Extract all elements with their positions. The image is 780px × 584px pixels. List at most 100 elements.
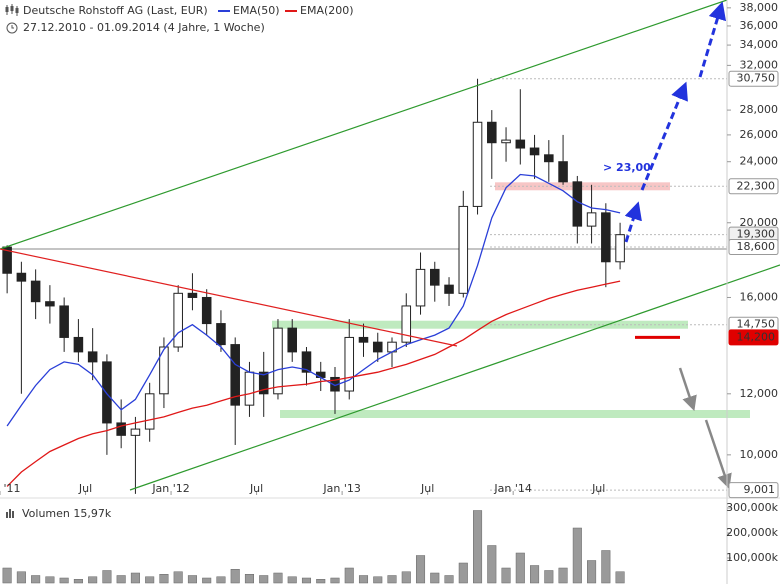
- candle-body: [372, 341, 383, 353]
- candle-body: [315, 371, 326, 378]
- volume-bar: [316, 579, 326, 584]
- volume-bar: [430, 572, 440, 584]
- volume-bar: [116, 575, 126, 584]
- y-tick-label: 10,000: [740, 448, 779, 461]
- y-tick-label: 20,000: [740, 216, 779, 229]
- volume-bar: [601, 550, 611, 584]
- chart-icon: [5, 4, 19, 16]
- volume-bar: [173, 571, 183, 584]
- candle-body: [415, 268, 426, 307]
- lower-channel-line: [129, 264, 780, 491]
- clock-icon: [6, 22, 18, 34]
- volume-title: Volumen 15,97k: [22, 507, 112, 520]
- candle-body: [586, 212, 597, 227]
- volume-icon: [6, 509, 14, 518]
- volume-bar: [572, 527, 582, 584]
- x-tick-label: Jul: [78, 482, 92, 495]
- x-tick-label: Jul: [249, 482, 263, 495]
- volume-bar: [344, 567, 354, 584]
- candle-body: [102, 361, 112, 424]
- candle-body: [487, 121, 497, 144]
- candle-body: [615, 234, 625, 263]
- y-tick-label: 24,000: [740, 155, 779, 168]
- annotation: > 23,00: [603, 161, 651, 174]
- candle-body: [444, 284, 454, 294]
- volume-bar: [387, 575, 397, 584]
- candle-body: [187, 292, 198, 298]
- y-tick-label: 12,000: [740, 387, 779, 400]
- candle-body: [344, 336, 355, 392]
- candle-body: [558, 161, 568, 183]
- price-tag: [728, 239, 779, 256]
- y-tick-label: 32,000: [740, 58, 779, 71]
- ema-line: [6, 280, 621, 487]
- candle-body: [144, 393, 155, 430]
- support-band: [280, 410, 750, 418]
- candle-body: [216, 323, 226, 346]
- volume-bar: [587, 560, 597, 584]
- volume-bar: [244, 574, 254, 584]
- candle-body: [244, 371, 255, 406]
- candle-body: [16, 272, 27, 282]
- ema-line: [6, 173, 621, 427]
- volume-bar: [358, 575, 369, 584]
- candle-body: [544, 154, 554, 163]
- volume-bar: [287, 576, 297, 584]
- candle-body: [258, 371, 269, 395]
- y-tick-label: 16,000: [740, 290, 779, 303]
- volume-bar: [187, 575, 197, 584]
- price-tag: [728, 329, 779, 346]
- volume-bar: [444, 575, 454, 584]
- x-tick-label: Jan '14: [493, 482, 531, 495]
- volume-bar: [102, 570, 112, 584]
- candle-body: [515, 139, 526, 149]
- volume-bar: [45, 576, 55, 584]
- price-tag-label: 30,750: [737, 72, 776, 85]
- volume-bar: [31, 575, 41, 584]
- x-tick-label: '11: [3, 482, 20, 495]
- price-tag: [728, 178, 779, 195]
- target-arrow: [624, 201, 642, 243]
- upper-channel-line: [0, 0, 728, 250]
- y-tick-label: 26,000: [740, 128, 779, 141]
- x-tick-label: Jan '13: [322, 482, 360, 495]
- price-tag-label: 14,750: [737, 318, 776, 331]
- price-tag-label: 14,200: [737, 330, 776, 343]
- y-tick-label: 36,000: [740, 19, 779, 32]
- volume-bar: [615, 571, 625, 584]
- volume-bar: [473, 510, 483, 584]
- downside-arrow: [704, 419, 732, 490]
- volume-bar: [487, 545, 497, 584]
- candle-body: [287, 327, 298, 353]
- candle-body: [45, 301, 55, 307]
- volume-bar: [230, 569, 240, 584]
- volume-bar: [515, 552, 525, 584]
- x-tick-label: Jul: [591, 482, 605, 495]
- candle-body: [429, 268, 440, 286]
- legend-label: EMA(200): [300, 4, 354, 17]
- volume-bar: [501, 567, 511, 584]
- clock-icon: [11, 25, 14, 29]
- resistance-line: [0, 248, 458, 347]
- candle-body: [358, 336, 369, 343]
- candle-body: [159, 346, 169, 395]
- candle-body: [59, 305, 69, 338]
- volume-bar: [259, 575, 269, 584]
- candle-body: [116, 422, 126, 436]
- volume-bar: [415, 555, 426, 584]
- y-tick-label: 28,000: [740, 103, 779, 116]
- volume-bar: [273, 572, 283, 584]
- price-tag: [728, 70, 779, 87]
- volume-bar: [202, 577, 212, 584]
- volume-bar: [73, 579, 83, 584]
- data-layer: [2, 78, 625, 584]
- candle-body: [472, 121, 483, 207]
- candle-body: [87, 351, 98, 363]
- volume-bar: [401, 571, 411, 584]
- volume-bar: [458, 562, 468, 584]
- candle-body: [73, 336, 84, 353]
